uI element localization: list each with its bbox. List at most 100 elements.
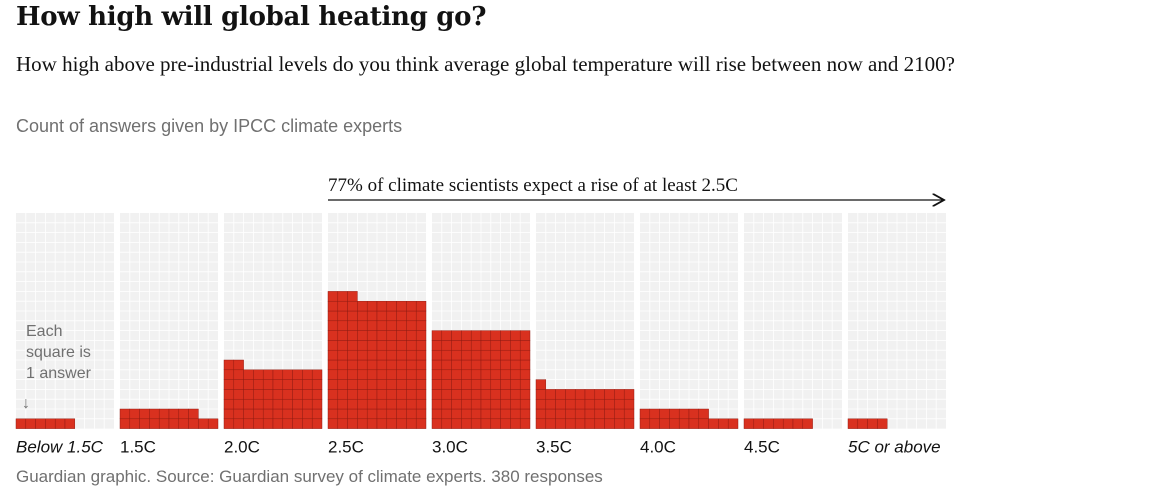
answer-square xyxy=(282,369,293,380)
answer-square xyxy=(406,359,417,371)
answer-square xyxy=(282,418,293,429)
answer-square xyxy=(639,418,651,429)
answer-square xyxy=(441,398,452,410)
answer-square xyxy=(357,398,368,410)
answer-square xyxy=(510,330,521,341)
answer-square xyxy=(753,418,764,429)
answer-square xyxy=(347,310,358,322)
answer-square xyxy=(243,398,254,410)
answer-square xyxy=(415,379,427,390)
answer-square xyxy=(604,389,615,400)
answer-square xyxy=(282,398,293,410)
answer-square xyxy=(451,398,462,410)
answer-square xyxy=(431,330,443,341)
answer-square xyxy=(792,418,804,429)
answer-square xyxy=(519,379,531,390)
answer-square xyxy=(386,310,397,322)
answer-square xyxy=(574,418,586,429)
answer-square xyxy=(490,379,501,390)
answer-square xyxy=(366,369,378,380)
answer-square xyxy=(490,389,501,400)
answer-square xyxy=(292,408,303,420)
tick-label-4: 3.0C xyxy=(432,438,468,457)
answer-square xyxy=(431,369,443,380)
answer-square xyxy=(406,389,417,400)
answer-square xyxy=(406,379,417,390)
answer-square xyxy=(678,408,690,420)
answer-square xyxy=(451,379,462,390)
answer-square xyxy=(535,389,547,400)
answer-square xyxy=(272,389,284,400)
answer-square xyxy=(327,359,339,371)
answer-square xyxy=(347,349,358,361)
answer-square xyxy=(233,359,244,371)
answer-square xyxy=(431,418,443,429)
answer-square xyxy=(441,349,452,361)
answer-square xyxy=(139,408,150,420)
answer-square xyxy=(357,408,368,420)
answer-square xyxy=(574,398,586,410)
answer-square xyxy=(25,418,36,429)
answer-square xyxy=(207,418,219,429)
answer-square xyxy=(54,418,66,429)
chart-subtitle: How high above pre-industrial levels do … xyxy=(16,52,955,76)
answer-square xyxy=(337,389,348,400)
answer-square xyxy=(366,408,378,420)
answer-square xyxy=(327,330,339,341)
answer-square xyxy=(604,408,615,420)
answer-square xyxy=(782,418,794,429)
answer-square xyxy=(272,379,284,390)
answer-square xyxy=(431,389,443,400)
answer-square xyxy=(386,320,397,331)
answer-square xyxy=(461,349,472,361)
answer-square xyxy=(480,340,492,351)
answer-square xyxy=(253,389,264,400)
answer-square xyxy=(451,359,462,371)
answer-square xyxy=(376,320,388,331)
answer-square xyxy=(396,359,407,371)
answer-square xyxy=(519,398,531,410)
answer-square xyxy=(604,398,615,410)
answer-square xyxy=(535,379,547,390)
answer-square xyxy=(406,349,417,361)
answer-square xyxy=(415,408,427,420)
answer-square xyxy=(376,340,388,351)
answer-square xyxy=(461,340,472,351)
answer-square xyxy=(678,418,690,429)
answer-square xyxy=(302,408,313,420)
answer-square xyxy=(302,379,313,390)
answer-square xyxy=(119,408,131,420)
answer-square xyxy=(396,340,407,351)
answer-square xyxy=(223,359,235,371)
answer-square xyxy=(406,408,417,420)
answer-square xyxy=(396,330,407,341)
answer-square xyxy=(233,418,244,429)
answer-square xyxy=(441,408,452,420)
answer-square xyxy=(158,418,170,429)
answer-square xyxy=(396,418,407,429)
answer-square xyxy=(64,418,76,429)
answer-square xyxy=(698,408,709,420)
answer-square xyxy=(415,359,427,371)
answer-square xyxy=(337,320,348,331)
answer-square xyxy=(357,320,368,331)
answer-square xyxy=(311,398,323,410)
answer-square xyxy=(302,389,313,400)
answer-square xyxy=(441,379,452,390)
answer-square xyxy=(574,408,586,420)
chart-caption: Count of answers given by IPCC climate e… xyxy=(16,116,403,136)
answer-square xyxy=(337,359,348,371)
answer-square xyxy=(311,418,323,429)
answer-square xyxy=(376,300,388,312)
answer-square xyxy=(545,408,556,420)
answer-square xyxy=(327,291,339,302)
answer-square xyxy=(614,408,625,420)
answer-square xyxy=(500,389,511,400)
answer-square xyxy=(396,379,407,390)
answer-square xyxy=(480,330,492,341)
answer-square xyxy=(366,389,378,400)
answer-square xyxy=(347,340,358,351)
answer-square xyxy=(510,418,521,429)
answer-square xyxy=(292,379,303,390)
answer-square xyxy=(396,398,407,410)
